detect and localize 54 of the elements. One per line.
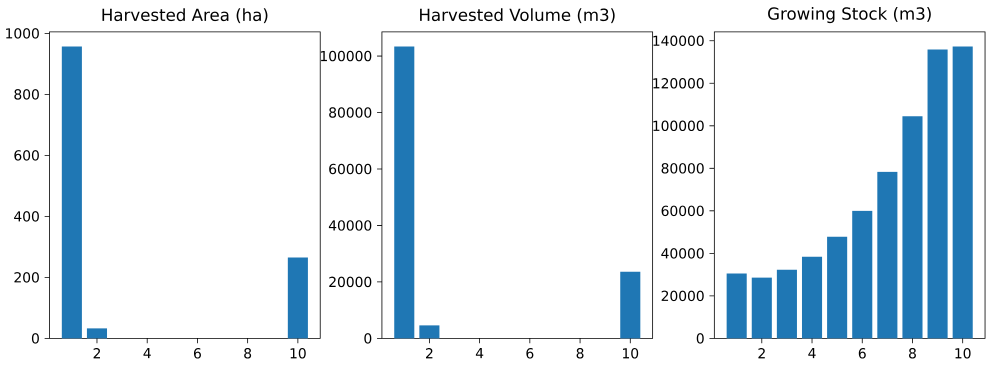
x-tick-label: 8: [244, 348, 252, 358]
y-tick-label: 80000: [662, 162, 704, 174]
x-tick-label: 6: [194, 348, 201, 358]
y-tick-label: 80000: [329, 107, 372, 118]
bar: [726, 273, 747, 338]
y-tick-label: 40000: [328, 220, 372, 231]
y-tick-label: 120000: [653, 78, 704, 88]
bar: [394, 46, 414, 338]
y-tick-label: 1000: [6, 28, 39, 38]
bar: [752, 277, 772, 338]
bar: [827, 236, 848, 338]
x-tick-label: 10: [623, 348, 638, 358]
chart-title: Harvested Volume (m3): [420, 8, 615, 23]
x-tick-label: 8: [909, 348, 916, 358]
x-tick-label: 10: [955, 348, 971, 358]
bar: [776, 270, 797, 338]
x-tick-label: 4: [476, 348, 484, 358]
bar: [902, 116, 923, 338]
y-tick-label: 20000: [329, 276, 372, 288]
bar: [620, 272, 640, 338]
bar: [288, 257, 308, 338]
bar: [62, 46, 82, 338]
bar: [419, 325, 440, 338]
x-tick-label: 2: [426, 348, 432, 358]
bar: [86, 328, 108, 338]
y-tick-label: 140000: [653, 35, 704, 46]
y-tick-label: 60000: [662, 205, 704, 216]
bar: [952, 46, 973, 338]
y-tick-label: 200: [14, 272, 39, 283]
x-tick-label: 4: [143, 348, 151, 358]
x-tick-label: 10: [290, 348, 306, 358]
bar: [928, 49, 948, 338]
y-tick-label: 600: [14, 150, 39, 161]
y-tick-label: 0: [364, 333, 372, 344]
y-tick-label: 400: [14, 211, 39, 222]
y-tick-label: 40000: [661, 248, 704, 258]
y-tick-label: 100000: [653, 120, 704, 131]
x-tick-label: 6: [526, 348, 534, 358]
y-tick-label: 0: [32, 333, 39, 344]
x-tick-label: 2: [94, 348, 100, 358]
y-tick-label: 0: [696, 333, 704, 344]
bar: [852, 210, 872, 338]
bar: [802, 256, 822, 338]
bar: [877, 172, 898, 338]
y-tick-label: 60000: [329, 164, 372, 174]
x-tick-label: 6: [858, 348, 866, 358]
y-tick-label: 100000: [320, 50, 372, 62]
y-tick-label: 800: [14, 89, 39, 100]
x-tick-label: 2: [758, 348, 765, 358]
x-tick-label: 8: [576, 348, 584, 358]
y-tick-label: 20000: [662, 290, 704, 301]
x-tick-label: 4: [808, 348, 816, 358]
chart-title: Growing Stock (m3): [768, 6, 931, 23]
chart-title: Harvested Area (ha): [102, 8, 268, 23]
